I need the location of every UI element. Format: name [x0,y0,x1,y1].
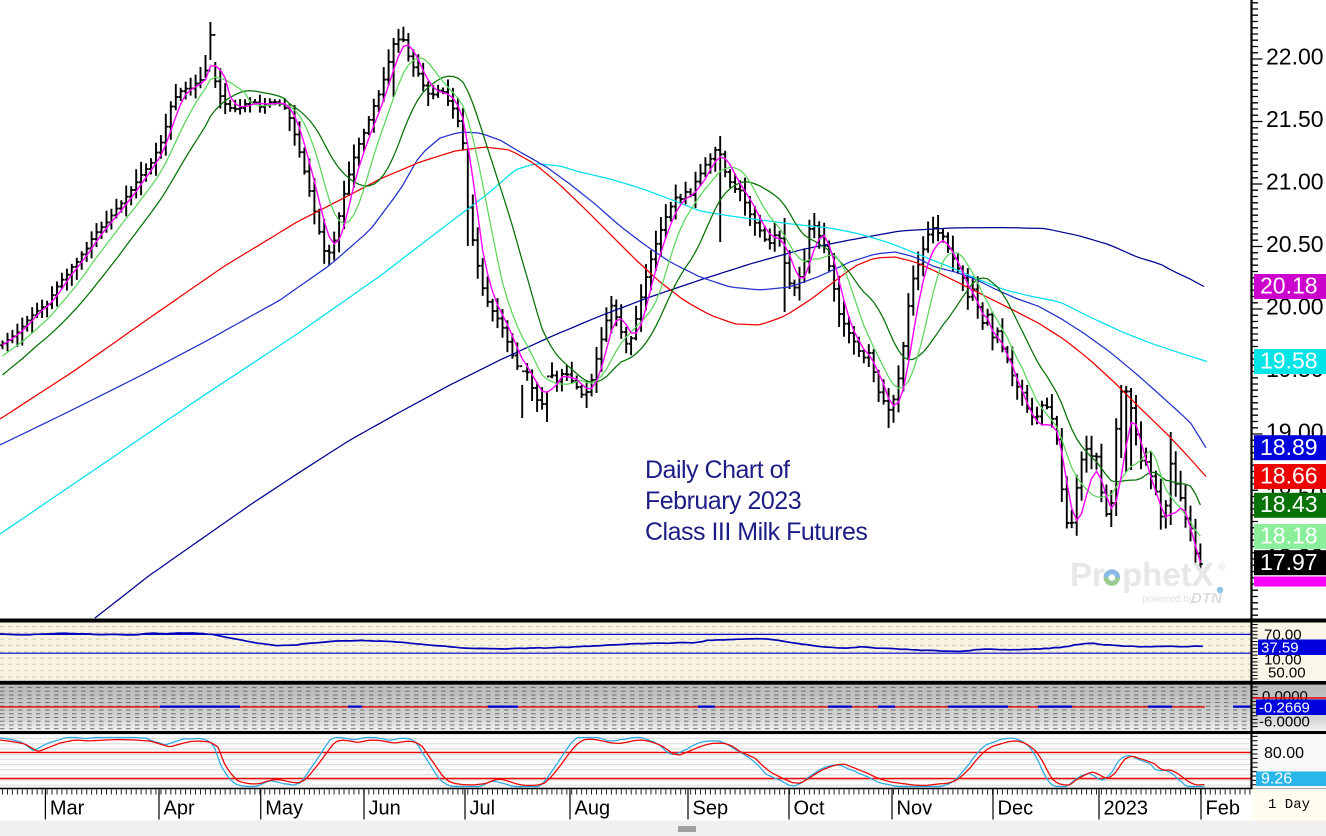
svg-text:18.89: 18.89 [1260,434,1318,460]
svg-text:10.00: 10.00 [1264,652,1302,669]
svg-text:®: ® [1218,562,1226,573]
svg-text:Apr: Apr [164,798,195,820]
svg-text:Feb: Feb [1206,798,1240,820]
svg-text:19.58: 19.58 [1260,348,1318,374]
svg-text:-6.0000: -6.0000 [1259,714,1310,731]
svg-text:Oct: Oct [794,798,826,820]
svg-text:17.97: 17.97 [1260,549,1318,575]
svg-text:21.50: 21.50 [1266,106,1324,132]
svg-text:Sep: Sep [693,798,729,820]
svg-text:Daily Chart of: Daily Chart of [645,456,790,484]
svg-text:2023: 2023 [1104,798,1149,820]
svg-text:1 Day: 1 Day [1268,797,1310,813]
svg-text:Jul: Jul [470,798,496,820]
svg-text:Aug: Aug [575,798,611,820]
svg-text:21.00: 21.00 [1266,169,1324,195]
svg-text:Dec: Dec [998,798,1034,820]
svg-text:Nov: Nov [897,798,933,820]
svg-text:DTN: DTN [1191,590,1223,607]
svg-text:9.26: 9.26 [1261,771,1292,788]
svg-text:Class III Milk Futures: Class III Milk Futures [645,518,867,546]
svg-text:70.00: 70.00 [1264,627,1302,644]
svg-text:20.18: 20.18 [1260,273,1318,299]
svg-text:Jun: Jun [369,798,401,820]
svg-text:February 2023: February 2023 [645,487,801,515]
svg-text:powered by: powered by [1142,594,1194,605]
svg-text:-0.2669: -0.2669 [1259,699,1310,716]
svg-text:50.00: 50.00 [1268,665,1306,682]
svg-text:Mar: Mar [50,798,85,820]
svg-text:22.00: 22.00 [1266,44,1324,70]
svg-text:18.66: 18.66 [1260,463,1318,489]
svg-text:18.43: 18.43 [1260,491,1318,517]
svg-text:80.00: 80.00 [1264,745,1304,762]
svg-text:18.18: 18.18 [1260,523,1318,549]
svg-text:20.50: 20.50 [1266,231,1324,257]
svg-text:phetX: phetX [1122,556,1214,593]
svg-text:37.59: 37.59 [1261,639,1299,656]
svg-text:Pr: Pr [1070,556,1105,593]
svg-text:May: May [265,798,303,820]
